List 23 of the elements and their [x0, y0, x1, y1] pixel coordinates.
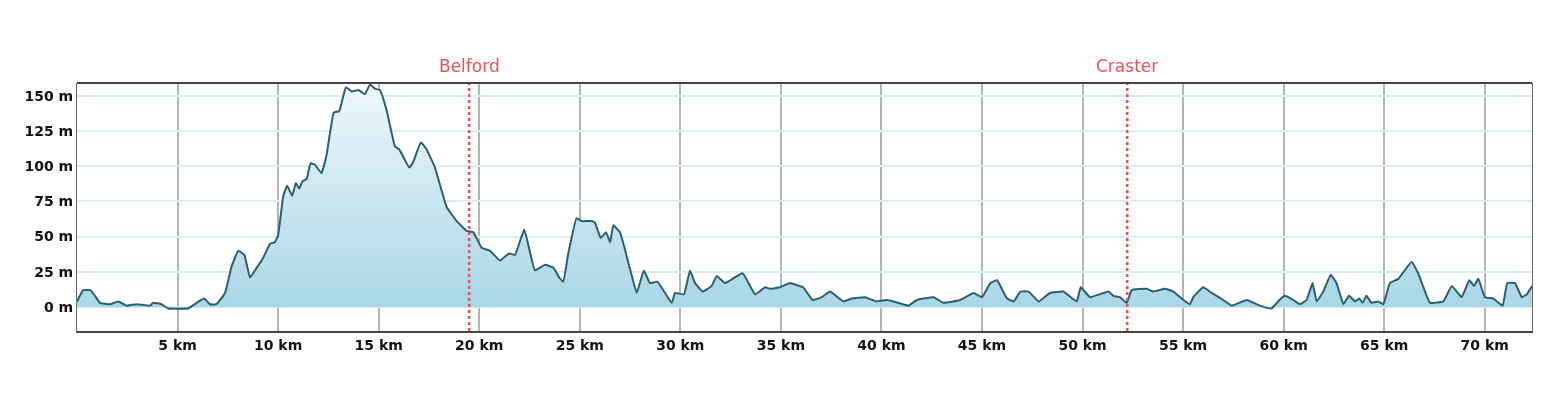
y-tick-label: 75 m [34, 193, 74, 210]
x-tick-label: 45 km [957, 336, 1007, 353]
x-tick-label: 10 km [253, 336, 303, 353]
y-tick-label: 125 m [24, 122, 74, 139]
x-tick-label: 65 km [1360, 336, 1409, 353]
x-tick-label: 40 km [857, 336, 906, 353]
x-tick-label: 70 km [1460, 336, 1509, 353]
x-tick-label: 30 km [656, 336, 705, 353]
y-tick-label: 0 m [44, 298, 74, 315]
y-tick-label: 100 m [24, 158, 74, 175]
x-tick-label: 25 km [555, 336, 604, 353]
ref-line-label: Belford [439, 56, 500, 76]
x-tick-label: 15 km [354, 336, 403, 353]
x-tick-label: 55 km [1158, 336, 1208, 353]
x-tick-label: 60 km [1259, 336, 1308, 353]
y-tick-label: 50 m [34, 228, 74, 245]
x-tick-label: 5 km [158, 336, 197, 353]
y-tick-label: 150 m [24, 87, 74, 104]
x-tick-label: 20 km [455, 336, 504, 353]
x-tick-label: 50 km [1058, 336, 1107, 353]
ref-line-label: Craster [1096, 56, 1159, 76]
y-tick-label: 25 m [34, 263, 74, 280]
x-tick-label: 35 km [756, 336, 805, 353]
